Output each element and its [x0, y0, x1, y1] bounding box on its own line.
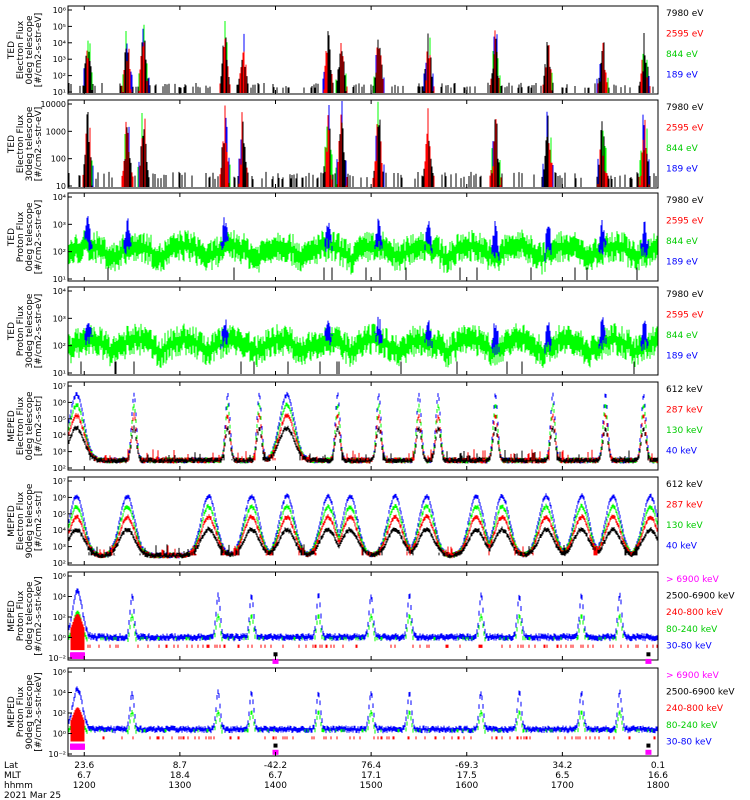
y-axis-title-line: 0deg telescope: [25, 15, 35, 85]
y-axis-title-line: MEPED: [7, 410, 17, 442]
legend-entry: 130 keV: [666, 426, 703, 436]
legend-entry: 7980 eV: [666, 290, 704, 300]
y-axis-title-line: TED: [7, 41, 17, 60]
y-tick-label: 10⁵: [53, 415, 66, 424]
y-tick-label: 10¹: [53, 88, 66, 97]
legend-entry: 7980 eV: [666, 9, 704, 19]
y-axis-title-line: Electron Flux: [16, 114, 26, 173]
legend-entry: 189 eV: [666, 351, 699, 361]
legend: 7980 eV 2595 eV 844 eV 189 eV: [666, 103, 704, 174]
y-tick-label: 10⁵: [53, 22, 66, 31]
y-tick-label: 10³: [53, 55, 66, 64]
y-tick-label: 10¹: [53, 275, 66, 284]
panel-1: 10¹ 10² 10³ 10⁴ 10⁵ 10⁶ TED Electron Flux 0deg t…: [7, 5, 704, 97]
y-tick-label: 1000: [46, 127, 66, 136]
panel-data: [68, 316, 658, 374]
legend-entry: 7980 eV: [666, 103, 704, 113]
panel-5: 10² 10³ 10⁴ 10⁵ 10⁶ 10⁷ MEPED Electron Flux 0deg…: [7, 381, 703, 473]
y-axis-title-line: 30deg telescope: [25, 106, 35, 181]
legend: 7980 eV 2595 eV 844 eV 189 eV: [666, 196, 704, 267]
y-tick-label: 10⁶: [53, 6, 66, 15]
legend: 7980 eV 2595 eV 844 eV 189 eV: [666, 9, 704, 80]
legend-entry: 844 eV: [666, 331, 699, 341]
panel-4: 10¹ 10² 10³ 10⁴ TED Proton Flux 30deg telescop…: [7, 286, 704, 378]
legend: 612 keV 287 keV 130 keV 40 keV: [666, 385, 703, 456]
y-axis-title: TED Electron Flux 30deg telescope [#/cm2-s-…: [7, 106, 44, 181]
y-tick-label: 10²: [53, 248, 66, 257]
y-axis-title-line: [#/cm2-s-str-eV]: [34, 294, 44, 369]
panel-data: [68, 391, 658, 464]
y-tick-label: 10⁴: [53, 39, 66, 48]
legend-entry: 844 eV: [666, 237, 699, 247]
y-axis-title-line: TED: [7, 228, 17, 247]
y-axis-title-line: 0deg telescope: [25, 391, 35, 461]
panel-3: 10¹ 10² 10³ 10⁴ TED Proton Flux 0deg telescope…: [7, 192, 704, 284]
legend-entry: 612 keV: [666, 385, 703, 395]
legend: 7980 eV 2595 eV 844 eV 189 eV: [666, 290, 704, 361]
legend-entry: 2595 eV: [666, 216, 704, 226]
panel-frame: [67, 99, 659, 189]
y-axis-title-line: [#/cm2-s-str-eV]: [34, 200, 44, 275]
y-tick-label: 10⁴: [53, 431, 66, 440]
y-tick-label: 10³: [53, 448, 66, 457]
legend-entry: 40 keV: [666, 446, 698, 456]
y-tick-label: 10²: [53, 464, 66, 473]
y-tick-label: 10⁴: [53, 287, 66, 296]
legend-entry: 844 eV: [666, 50, 699, 60]
y-axis-title: TED Proton Flux 0deg telescope [#/cm2-s-str…: [7, 200, 44, 275]
legend-entry: 189 eV: [666, 70, 699, 80]
legend-entry: 2595 eV: [666, 29, 704, 39]
y-axis-title-line: 30deg telescope: [25, 293, 35, 368]
y-tick-label: 10²: [53, 72, 66, 81]
y-tick-label: 10000: [41, 100, 66, 109]
panel-data: [68, 493, 658, 559]
y-axis-title-line: Proton Flux: [16, 305, 26, 356]
y-axis-title-line: [#/cm2-s-str-eV]: [34, 13, 44, 88]
y-tick-label: 10³: [53, 220, 66, 229]
legend-entry: 844 eV: [666, 144, 699, 154]
y-axis-title-line: [#/cm2-s-str-eV]: [34, 107, 44, 182]
y-axis: 10 100 1000 10000: [41, 100, 72, 191]
y-tick-label: 10¹: [53, 369, 66, 378]
y-axis-title-line: Electron Flux: [16, 20, 26, 79]
legend-entry: 2595 eV: [666, 310, 704, 320]
legend-entry: 7980 eV: [666, 196, 704, 206]
y-axis: 10² 10³ 10⁴ 10⁵ 10⁶ 10⁷: [53, 382, 72, 473]
legend-entry: 287 keV: [666, 405, 703, 415]
y-axis-title-line: [#/cm2-s-str]: [34, 396, 44, 456]
y-axis: 10¹ 10² 10³ 10⁴ 10⁵ 10⁶: [53, 6, 72, 97]
legend-entry: 189 eV: [666, 164, 699, 174]
y-axis-title-line: Electron Flux: [16, 396, 26, 455]
y-axis-title-line: 0deg telescope: [25, 202, 35, 272]
panel-data: [68, 216, 658, 280]
y-tick-label: 10⁴: [53, 193, 66, 202]
panel-frame: [67, 5, 659, 95]
legend-entry: 189 eV: [666, 257, 699, 267]
y-tick-label: 10³: [53, 314, 66, 323]
y-tick-label: 10⁶: [53, 398, 66, 407]
y-axis: 10¹ 10² 10³ 10⁴: [53, 287, 72, 378]
y-axis-title: MEPED Electron Flux 0deg telescope [#/cm2-s…: [7, 391, 44, 461]
y-tick-label: 10: [56, 182, 66, 191]
panel-data: [68, 101, 657, 187]
y-axis-title: TED Proton Flux 30deg telescope [#/cm2-s-st…: [7, 293, 44, 368]
y-tick-label: 10²: [53, 342, 66, 351]
y-axis-title-line: TED: [7, 135, 17, 154]
y-axis-title: TED Electron Flux 0deg telescope [#/cm2-s-s…: [7, 13, 44, 88]
y-tick-label: 100: [51, 155, 66, 164]
y-axis-title-line: TED: [7, 322, 17, 341]
y-tick-label: 10⁷: [53, 382, 66, 391]
panel-data: [68, 21, 654, 93]
y-axis: 10¹ 10² 10³ 10⁴: [53, 193, 72, 284]
y-axis-title-line: Proton Flux: [16, 211, 26, 262]
legend-entry: 2595 eV: [666, 123, 704, 133]
